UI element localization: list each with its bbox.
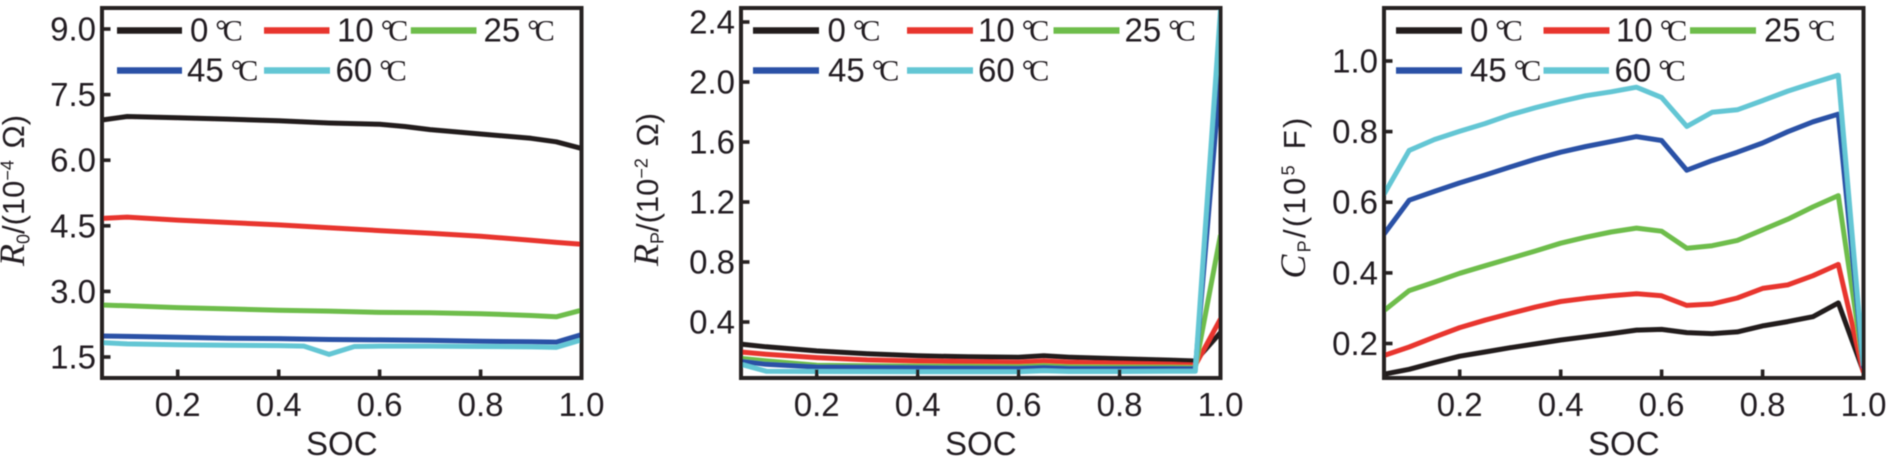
svg-text:0.2: 0.2 xyxy=(1332,325,1378,362)
svg-text:0.4: 0.4 xyxy=(256,386,302,423)
svg-text:CP/(105 F): CP/(105 F) xyxy=(1273,115,1315,278)
svg-text:10: 10 xyxy=(978,12,1015,49)
svg-text:25: 25 xyxy=(484,12,521,49)
svg-text:0.8: 0.8 xyxy=(458,386,504,423)
svg-text:25: 25 xyxy=(1764,12,1801,49)
svg-text:1.0: 1.0 xyxy=(1198,386,1244,423)
svg-text:°C: °C xyxy=(215,15,243,48)
svg-text:2.0: 2.0 xyxy=(689,64,735,101)
svg-text:2.4: 2.4 xyxy=(689,4,735,41)
svg-text:1.5: 1.5 xyxy=(50,339,96,376)
svg-text:0: 0 xyxy=(190,12,208,49)
svg-text:°C: °C xyxy=(527,15,555,48)
svg-text:45: 45 xyxy=(187,52,224,89)
svg-text:°C: °C xyxy=(379,55,407,88)
svg-text:0.4: 0.4 xyxy=(1538,386,1584,423)
svg-text:SOC: SOC xyxy=(306,425,378,461)
svg-text:°C: °C xyxy=(853,15,881,48)
svg-text:SOC: SOC xyxy=(1588,425,1660,461)
svg-text:0.8: 0.8 xyxy=(1740,386,1786,423)
svg-text:0.8: 0.8 xyxy=(1097,386,1143,423)
svg-text:0.2: 0.2 xyxy=(794,386,840,423)
svg-text:0: 0 xyxy=(1470,12,1488,49)
svg-text:0.2: 0.2 xyxy=(155,386,201,423)
svg-text:0.8: 0.8 xyxy=(689,244,735,281)
svg-text:60: 60 xyxy=(336,52,373,89)
svg-text:RP/(10−2 Ω): RP/(10−2 Ω) xyxy=(626,113,668,267)
svg-text:0.8: 0.8 xyxy=(1332,113,1378,150)
svg-text:0.4: 0.4 xyxy=(895,386,941,423)
svg-text:25: 25 xyxy=(1125,12,1162,49)
svg-text:SOC: SOC xyxy=(945,425,1017,461)
svg-text:6.0: 6.0 xyxy=(50,142,96,179)
svg-text:1.0: 1.0 xyxy=(1841,386,1887,423)
svg-text:1.0: 1.0 xyxy=(1332,43,1378,80)
svg-text:°C: °C xyxy=(1022,15,1050,48)
svg-text:°C: °C xyxy=(1660,15,1688,48)
svg-text:1.0: 1.0 xyxy=(559,386,605,423)
svg-text:0.6: 0.6 xyxy=(357,386,403,423)
svg-text:7.5: 7.5 xyxy=(50,76,96,113)
svg-text:°C: °C xyxy=(872,55,900,88)
svg-text:45: 45 xyxy=(828,52,865,89)
svg-text:4.5: 4.5 xyxy=(50,207,96,244)
svg-text:1.6: 1.6 xyxy=(689,124,735,161)
svg-text:10: 10 xyxy=(1616,12,1653,49)
svg-text:0.6: 0.6 xyxy=(1332,184,1378,221)
svg-text:10: 10 xyxy=(337,12,374,49)
svg-text:°C: °C xyxy=(381,15,409,48)
svg-text:60: 60 xyxy=(978,52,1015,89)
svg-text:°C: °C xyxy=(1168,15,1196,48)
svg-text:0.6: 0.6 xyxy=(1639,386,1685,423)
svg-text:9.0: 9.0 xyxy=(50,11,96,48)
svg-text:°C: °C xyxy=(1514,55,1542,88)
svg-text:45: 45 xyxy=(1470,52,1507,89)
svg-text:3.0: 3.0 xyxy=(50,273,96,310)
svg-text:R0/(10−4 Ω): R0/(10−4 Ω) xyxy=(0,115,34,267)
svg-text:0: 0 xyxy=(828,12,846,49)
svg-text:0.2: 0.2 xyxy=(1437,386,1483,423)
svg-text:°C: °C xyxy=(1022,55,1050,88)
svg-text:60: 60 xyxy=(1615,52,1652,89)
svg-text:0.4: 0.4 xyxy=(689,304,735,341)
svg-text:°C: °C xyxy=(1808,15,1836,48)
svg-text:0.6: 0.6 xyxy=(996,386,1042,423)
svg-text:°C: °C xyxy=(1658,55,1686,88)
svg-text:°C: °C xyxy=(1495,15,1523,48)
svg-text:0.4: 0.4 xyxy=(1332,254,1378,291)
svg-text:°C: °C xyxy=(231,55,259,88)
svg-text:1.2: 1.2 xyxy=(689,184,735,221)
